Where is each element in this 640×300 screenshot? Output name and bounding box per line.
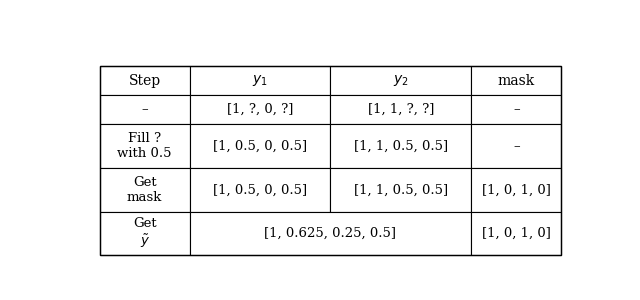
Bar (189, 212, 472, 256)
Bar (472, 66, 561, 95)
Text: Step: Step (129, 74, 161, 88)
Bar (330, 168, 472, 212)
Bar (330, 95, 472, 124)
Bar (100, 95, 189, 124)
Text: [1, 1, 0.5, 0.5]: [1, 1, 0.5, 0.5] (354, 140, 448, 153)
Text: Get
mask: Get mask (127, 176, 163, 204)
Bar (330, 66, 472, 95)
Text: [1, 0, 1, 0]: [1, 0, 1, 0] (482, 183, 550, 196)
Bar (189, 95, 330, 124)
Text: $y_2$: $y_2$ (393, 73, 409, 88)
Bar (189, 168, 330, 212)
Text: $y_1$: $y_1$ (252, 73, 268, 88)
Bar (100, 124, 189, 168)
Text: [1, 0, 1, 0]: [1, 0, 1, 0] (482, 227, 550, 240)
Text: Fill ?
with 0.5: Fill ? with 0.5 (117, 132, 172, 160)
Text: [1, 0.5, 0, 0.5]: [1, 0.5, 0, 0.5] (213, 140, 307, 153)
Bar (100, 212, 189, 256)
Bar (100, 168, 189, 212)
Text: [1, 1, ?, ?]: [1, 1, ?, ?] (368, 103, 434, 116)
Bar (189, 124, 330, 168)
Bar (472, 212, 561, 256)
Text: [1, 1, 0.5, 0.5]: [1, 1, 0.5, 0.5] (354, 183, 448, 196)
Bar (472, 124, 561, 168)
Text: [1, 0.5, 0, 0.5]: [1, 0.5, 0, 0.5] (213, 183, 307, 196)
Bar (472, 95, 561, 124)
Bar (100, 66, 561, 256)
Bar (472, 168, 561, 212)
Bar (189, 66, 330, 95)
Bar (330, 124, 472, 168)
Text: [1, ?, 0, ?]: [1, ?, 0, ?] (227, 103, 293, 116)
Bar (100, 66, 189, 95)
Text: mask: mask (498, 74, 535, 88)
Text: Get
$\tilde{y}$: Get $\tilde{y}$ (133, 217, 157, 250)
Text: –: – (513, 103, 520, 116)
Text: –: – (513, 140, 520, 153)
Text: [1, 0.625, 0.25, 0.5]: [1, 0.625, 0.25, 0.5] (264, 227, 397, 240)
Text: –: – (141, 103, 148, 116)
